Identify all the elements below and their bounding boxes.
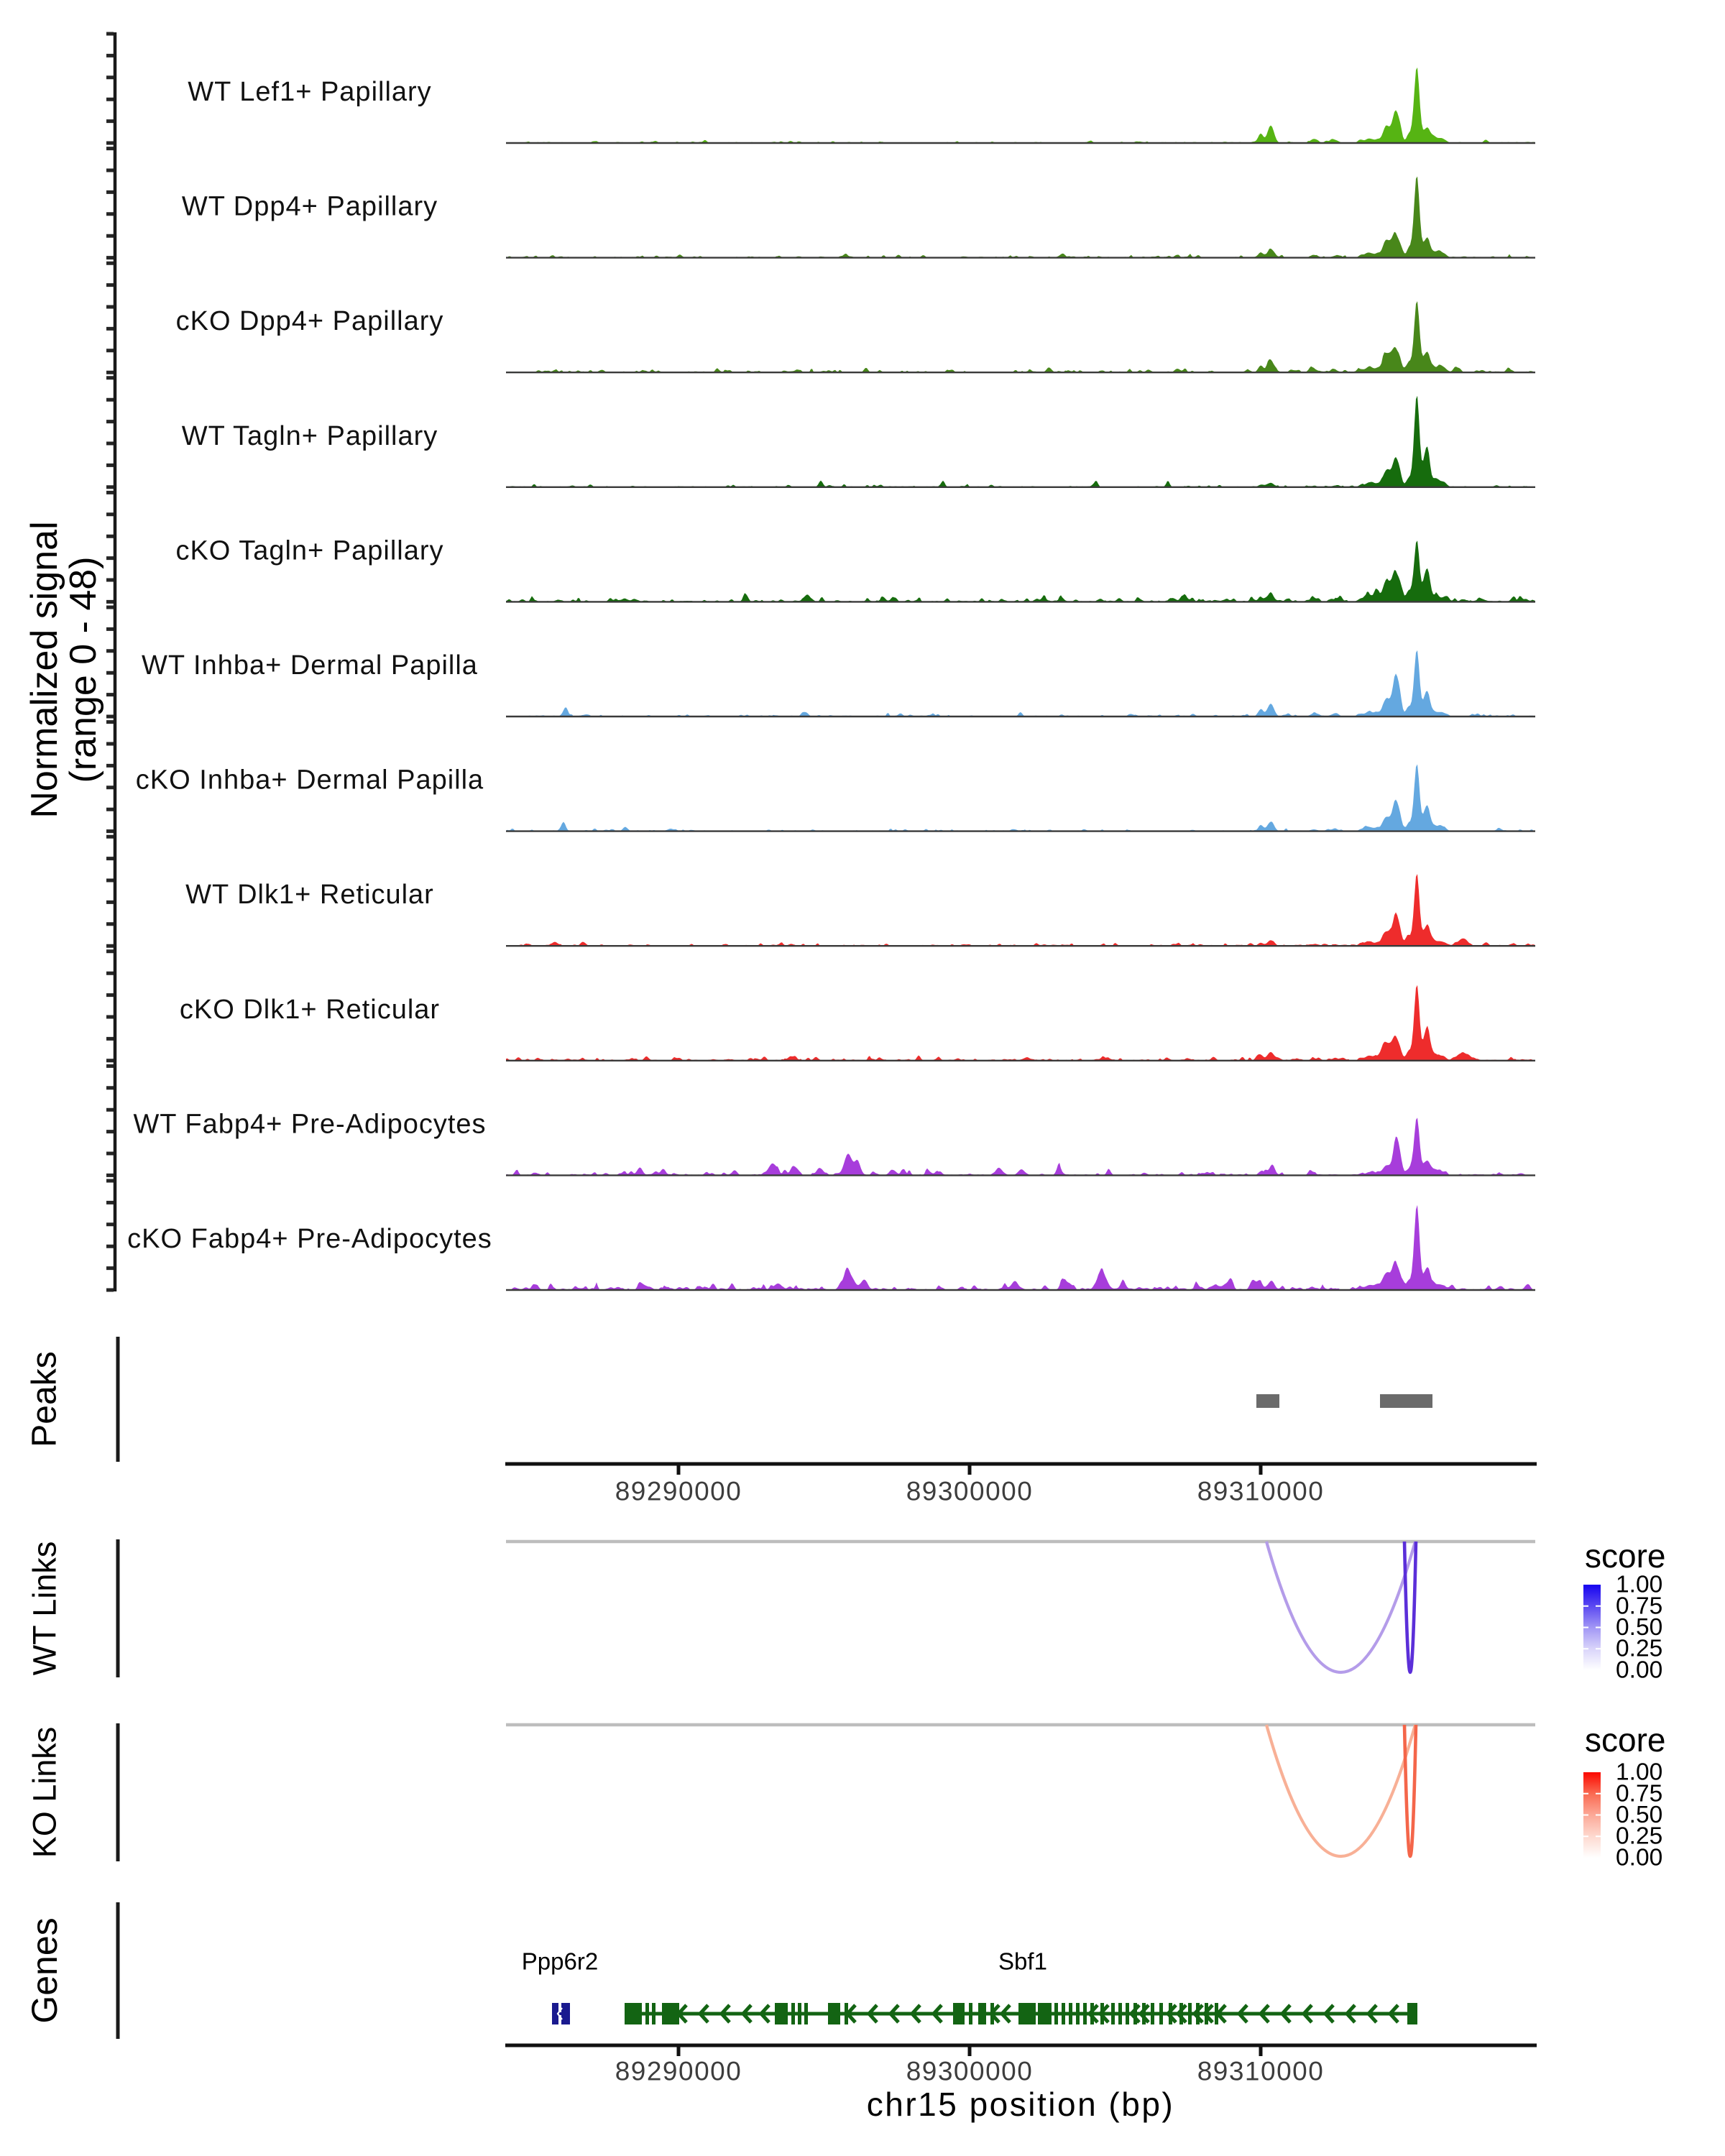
- svg-text:WT Inhba+ Dermal Papilla: WT Inhba+ Dermal Papilla: [142, 650, 478, 681]
- svg-text:0.75: 0.75: [1616, 1780, 1662, 1807]
- svg-text:score: score: [1585, 1721, 1665, 1759]
- svg-text:89310000: 89310000: [1197, 2057, 1325, 2086]
- svg-text:89310000: 89310000: [1197, 1477, 1325, 1506]
- svg-text:Ppp6r2: Ppp6r2: [522, 1948, 598, 1975]
- svg-text:cKO Inhba+ Dermal Papilla: cKO Inhba+ Dermal Papilla: [136, 765, 484, 796]
- svg-text:Peaks: Peaks: [26, 1351, 64, 1447]
- svg-text:1.00: 1.00: [1616, 1572, 1662, 1598]
- svg-text:0.75: 0.75: [1616, 1593, 1662, 1619]
- svg-text:89300000: 89300000: [906, 2057, 1034, 2086]
- svg-text:WT Links: WT Links: [27, 1542, 63, 1676]
- svg-text:Normalized signal: Normalized signal: [24, 521, 65, 818]
- svg-text:1.00: 1.00: [1616, 1759, 1662, 1786]
- svg-text:89290000: 89290000: [615, 2057, 742, 2086]
- svg-text:0.25: 0.25: [1616, 1636, 1662, 1662]
- svg-text:WT Dpp4+ Papillary: WT Dpp4+ Papillary: [182, 192, 438, 222]
- svg-text:Genes: Genes: [24, 1917, 65, 2023]
- svg-text:Sbf1: Sbf1: [998, 1948, 1047, 1975]
- svg-text:cKO Tagln+ Papillary: cKO Tagln+ Papillary: [175, 535, 443, 566]
- svg-text:WT Fabp4+ Pre-Adipocytes: WT Fabp4+ Pre-Adipocytes: [133, 1109, 486, 1139]
- svg-text:89290000: 89290000: [615, 1477, 742, 1506]
- svg-text:WT Lef1+ Papillary: WT Lef1+ Papillary: [188, 77, 431, 107]
- svg-text:WT Tagln+ Papillary: WT Tagln+ Papillary: [182, 421, 438, 451]
- svg-text:0.00: 0.00: [1616, 1845, 1662, 1871]
- svg-text:0.50: 0.50: [1616, 1614, 1662, 1641]
- svg-text:(range 0 - 48): (range 0 - 48): [63, 556, 104, 783]
- svg-text:0.50: 0.50: [1616, 1802, 1662, 1828]
- svg-text:score: score: [1585, 1537, 1665, 1575]
- svg-text:cKO Dlk1+ Reticular: cKO Dlk1+ Reticular: [180, 995, 440, 1025]
- svg-text:KO Links: KO Links: [27, 1727, 63, 1858]
- svg-text:chr15 position (bp): chr15 position (bp): [867, 2086, 1174, 2123]
- svg-text:cKO Fabp4+ Pre-Adipocytes: cKO Fabp4+ Pre-Adipocytes: [127, 1224, 492, 1254]
- svg-text:0.25: 0.25: [1616, 1823, 1662, 1850]
- svg-text:WT Dlk1+ Reticular: WT Dlk1+ Reticular: [185, 880, 434, 910]
- svg-text:89300000: 89300000: [906, 1477, 1034, 1506]
- svg-text:0.00: 0.00: [1616, 1657, 1662, 1684]
- svg-text:cKO Dpp4+ Papillary: cKO Dpp4+ Papillary: [176, 306, 444, 336]
